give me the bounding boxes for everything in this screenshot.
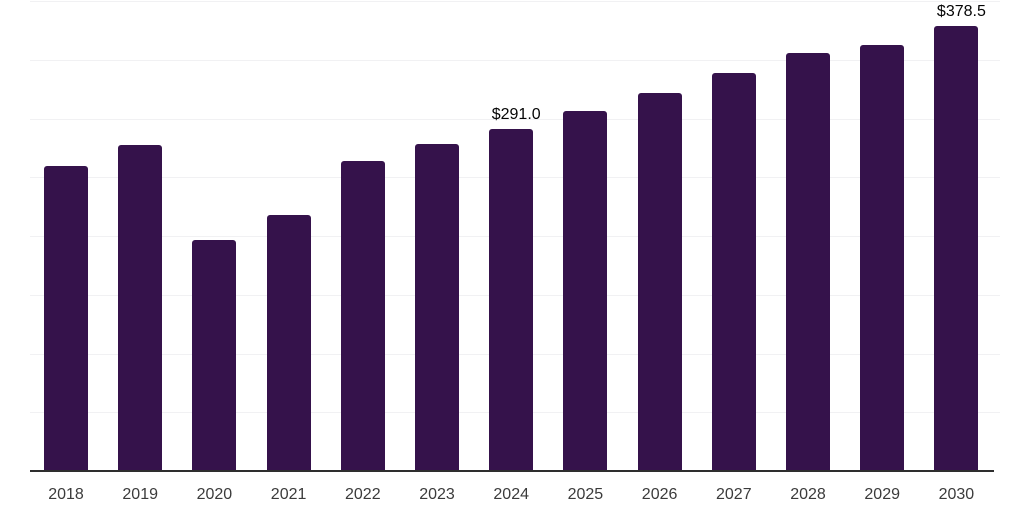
x-tick-2022: 2022 [345, 486, 381, 503]
x-tick-2027: 2027 [716, 486, 752, 503]
value-label-2030: $378.5 [936, 3, 986, 21]
bar-2025 [563, 110, 608, 471]
x-axis-line [30, 470, 994, 472]
value-label-2024: $291.0 [491, 106, 541, 124]
bar-2030 [934, 26, 979, 471]
gridline-400 [30, 1, 1000, 2]
x-tick-2028: 2028 [790, 486, 826, 503]
x-tick-2021: 2021 [270, 486, 307, 503]
gridline-300 [30, 118, 1000, 120]
x-tick-2019: 2019 [122, 486, 158, 503]
x-tick-2018: 2018 [48, 486, 84, 503]
x-tick-2030: 2030 [938, 486, 975, 503]
x-tick-2026: 2026 [641, 486, 678, 503]
x-tick-2020: 2020 [196, 486, 233, 503]
bar-2022 [340, 160, 385, 471]
bar-2021 [266, 214, 311, 471]
x-tick-2024: 2024 [493, 486, 529, 503]
gridline-350 [30, 59, 1000, 61]
bar-2020 [192, 240, 237, 471]
bar-2024 [489, 129, 534, 471]
x-tick-2025: 2025 [567, 486, 604, 503]
bar-2023 [415, 143, 459, 471]
x-tick-2023: 2023 [419, 486, 455, 503]
bar-2026 [637, 93, 682, 471]
bar-2029 [860, 45, 905, 471]
x-tick-2029: 2029 [864, 486, 900, 503]
bar-2027 [711, 73, 756, 471]
bar-2018 [44, 165, 88, 471]
bar-2019 [118, 144, 163, 471]
bar-2028 [786, 53, 830, 471]
